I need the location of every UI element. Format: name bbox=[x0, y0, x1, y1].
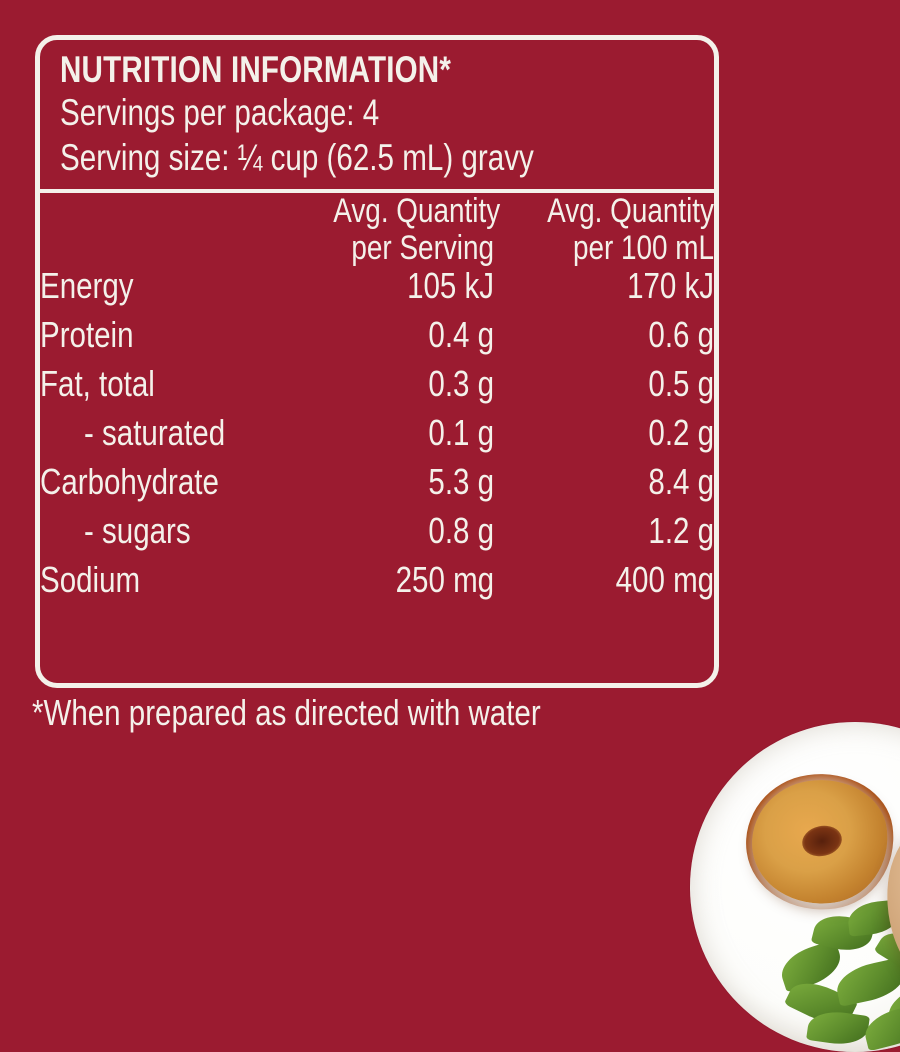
value-per-100ml: 400 mg bbox=[494, 558, 714, 611]
table-row: - saturated 0.1 g 0.2 g bbox=[40, 411, 714, 464]
rocket-greens bbox=[774, 899, 900, 1052]
value-per-100ml-text: 8.4 g bbox=[648, 460, 714, 502]
nutrient-name-text: - saturated bbox=[84, 411, 226, 453]
nutrient-name: - saturated bbox=[40, 411, 298, 464]
value-per-serving: 250 mg bbox=[298, 558, 494, 611]
column-header-per-serving: Avg. Quantity per Serving bbox=[298, 191, 501, 268]
table-row: Sodium 250 mg 400 mg bbox=[40, 558, 714, 611]
nutrient-name-text: - sugars bbox=[84, 509, 191, 551]
food-photo bbox=[690, 722, 900, 1052]
nutrient-name-text: Carbohydrate bbox=[40, 460, 219, 502]
column-header-nutrient bbox=[40, 193, 298, 268]
value-per-100ml: 0.6 g bbox=[494, 313, 714, 366]
panel-title: NUTRITION INFORMATION* bbox=[60, 49, 452, 90]
value-per-serving: 0.3 g bbox=[298, 362, 494, 415]
value-per-100ml: 8.4 g bbox=[494, 460, 714, 513]
nutrient-name: Fat, total bbox=[40, 362, 298, 415]
serving-size: Serving size: ¼ cup (62.5 mL) gravy bbox=[60, 136, 534, 178]
table-row: Protein 0.4 g 0.6 g bbox=[40, 313, 714, 366]
rocket-leaf bbox=[860, 1002, 900, 1052]
value-per-serving: 105 kJ bbox=[298, 264, 494, 317]
header-divider bbox=[40, 188, 714, 193]
table-header-row: Avg. Quantity per Serving Avg. Quantity … bbox=[40, 191, 714, 268]
value-per-100ml: 170 kJ bbox=[494, 264, 714, 317]
nutrient-name-text: Protein bbox=[40, 313, 134, 355]
value-per-serving: 0.1 g bbox=[298, 411, 494, 464]
value-per-100ml-text: 0.5 g bbox=[648, 362, 714, 404]
nutrient-name-text: Fat, total bbox=[40, 362, 155, 404]
nutrient-name-text: Energy bbox=[40, 264, 134, 306]
value-per-serving: 5.3 g bbox=[298, 460, 494, 513]
rocket-leaf bbox=[833, 957, 900, 1007]
value-per-100ml-text: 400 mg bbox=[615, 558, 714, 600]
nutrient-name-text: Sodium bbox=[40, 558, 141, 600]
column-header-per-100ml: Avg. Quantity per 100 mL bbox=[494, 191, 714, 268]
value-per-serving-text: 0.4 g bbox=[428, 313, 494, 355]
value-per-serving-text: 0.8 g bbox=[428, 509, 494, 551]
table-row: Energy 105 kJ 170 kJ bbox=[40, 264, 714, 317]
column-header-per-serving-line1: Avg. Quantity bbox=[333, 191, 501, 230]
value-per-100ml-text: 1.2 g bbox=[648, 509, 714, 551]
nutrition-table-body: Energy 105 kJ 170 kJ Protein 0.4 g 0.6 g Fat, … bbox=[40, 264, 714, 611]
table-row: - sugars 0.8 g 1.2 g bbox=[40, 509, 714, 562]
value-per-100ml-text: 170 kJ bbox=[627, 264, 714, 306]
nutrient-name: Energy bbox=[40, 264, 298, 317]
panel-header: NUTRITION INFORMATION* Servings per pack… bbox=[40, 40, 714, 180]
table-row: Fat, total 0.3 g 0.5 g bbox=[40, 362, 714, 415]
value-per-100ml: 0.2 g bbox=[494, 411, 714, 464]
value-per-100ml: 0.5 g bbox=[494, 362, 714, 415]
value-per-serving-text: 250 mg bbox=[395, 558, 494, 600]
value-per-serving-text: 5.3 g bbox=[428, 460, 494, 502]
servings-per-package: Servings per package: 4 bbox=[60, 91, 380, 133]
nutrition-table: Avg. Quantity per Serving Avg. Quantity … bbox=[40, 191, 714, 611]
value-per-serving: 0.4 g bbox=[298, 313, 494, 366]
nutrient-name: - sugars bbox=[40, 509, 298, 562]
value-per-100ml-text: 0.6 g bbox=[648, 313, 714, 355]
nutrient-name: Protein bbox=[40, 313, 298, 366]
nutrient-name: Sodium bbox=[40, 558, 298, 611]
value-per-serving-text: 0.3 g bbox=[428, 362, 494, 404]
table-row: Carbohydrate 5.3 g 8.4 g bbox=[40, 460, 714, 513]
nutrient-name: Carbohydrate bbox=[40, 460, 298, 513]
nutrition-information-panel: NUTRITION INFORMATION* Servings per pack… bbox=[35, 35, 719, 688]
column-header-per-serving-line2: per Serving bbox=[351, 229, 494, 268]
panel-footnote: *When prepared as directed with water bbox=[32, 692, 541, 733]
value-per-serving-text: 105 kJ bbox=[407, 264, 494, 306]
value-per-serving: 0.8 g bbox=[298, 509, 494, 562]
value-per-100ml-text: 0.2 g bbox=[648, 411, 714, 453]
value-per-serving-text: 0.1 g bbox=[428, 411, 494, 453]
column-header-per-100ml-line1: Avg. Quantity bbox=[547, 191, 714, 230]
column-header-per-100ml-line2: per 100 mL bbox=[572, 229, 714, 268]
value-per-100ml: 1.2 g bbox=[494, 509, 714, 562]
